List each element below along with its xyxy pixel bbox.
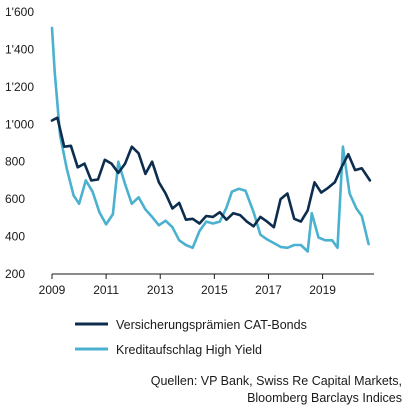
legend-item-cat-bonds: Versicherungsprämien CAT-Bonds: [75, 318, 307, 332]
series-line-high-yield: [50, 26, 370, 253]
y-tick-label: 200: [5, 267, 25, 281]
series-line-cat-bonds: [50, 116, 372, 229]
y-tick-label: 800: [5, 155, 25, 169]
y-tick-label: 600: [5, 192, 25, 206]
y-tick-label: 1'600: [5, 5, 34, 19]
y-tick-label: 1'400: [5, 42, 34, 56]
y-axis-ticks: 200 400 600 800 1'000 1'200 1'400 1'600: [5, 5, 34, 281]
source-note: Quellen: VP Bank, Swiss Re Capital Marke…: [151, 374, 402, 405]
legend-label-high-yield: Kreditaufschlag High Yield: [116, 343, 262, 357]
y-tick-label: 1'000: [5, 117, 34, 131]
y-tick-label: 400: [5, 230, 25, 244]
x-tick-label: 2017: [255, 283, 282, 297]
legend: Versicherungsprämien CAT-Bonds Kreditauf…: [75, 318, 307, 357]
x-tick-label: 2009: [39, 283, 66, 297]
series-lines: [50, 26, 372, 253]
x-tick-label: 2019: [309, 283, 336, 297]
x-tick-label: 2015: [201, 283, 228, 297]
x-tick-label: 2011: [93, 283, 119, 297]
x-tick-label: 2013: [147, 283, 174, 297]
x-axis-ticks: 2009 2011 2013 2015 2017 2019: [39, 274, 336, 297]
legend-item-high-yield: Kreditaufschlag High Yield: [75, 343, 262, 357]
legend-label-cat-bonds: Versicherungsprämien CAT-Bonds: [116, 318, 307, 332]
source-line-1: Quellen: VP Bank, Swiss Re Capital Marke…: [151, 374, 402, 388]
y-tick-label: 1'200: [5, 80, 34, 94]
source-line-2: Bloomberg Barclays Indices: [247, 391, 402, 405]
